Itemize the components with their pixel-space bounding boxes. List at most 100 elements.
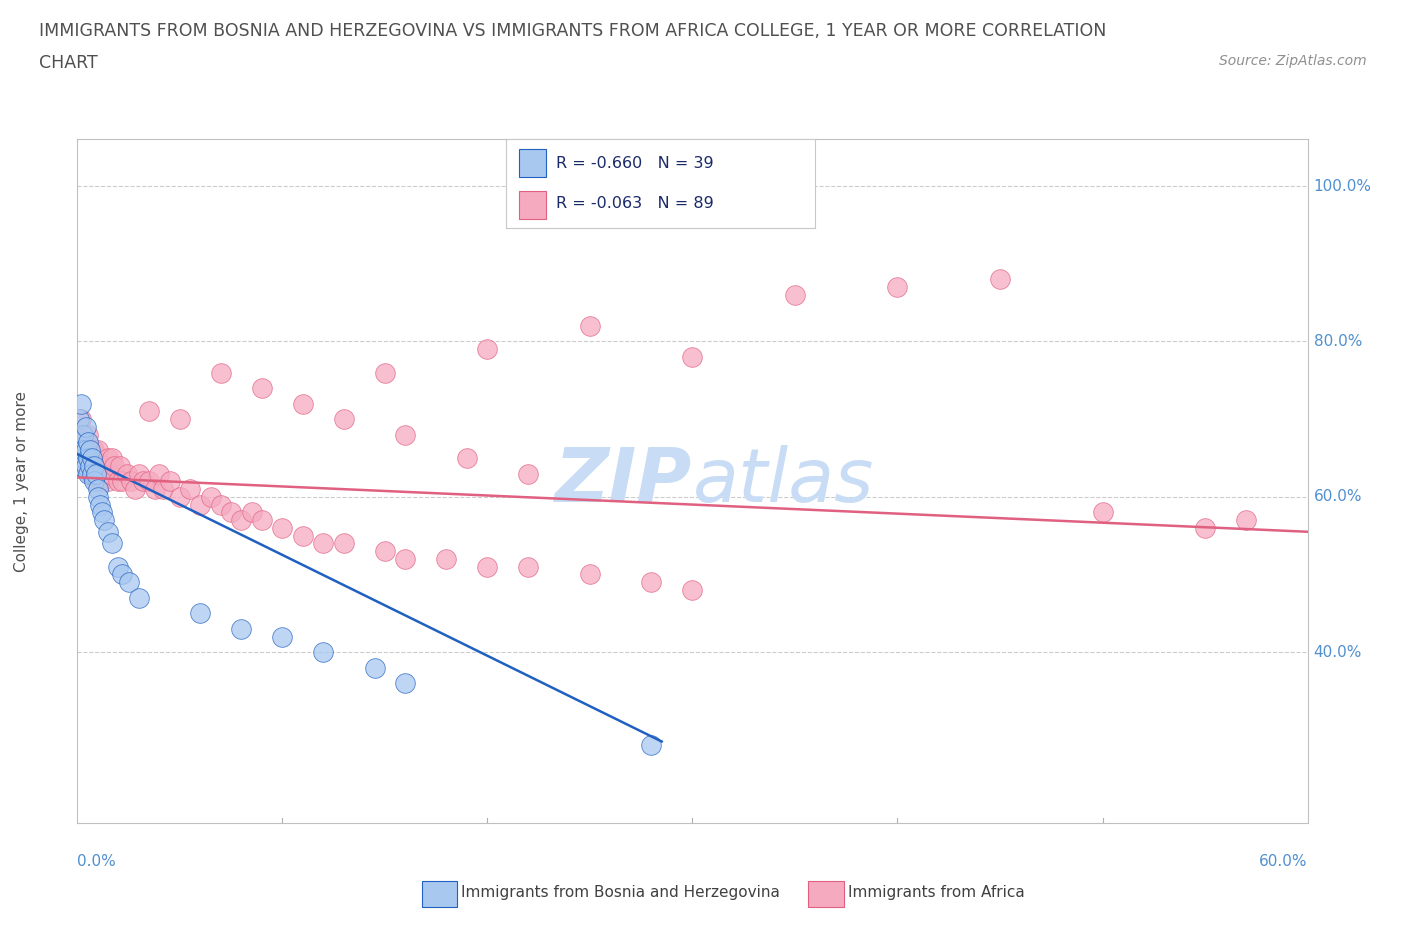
Point <box>682 582 704 597</box>
Point <box>93 512 115 527</box>
Point <box>76 458 98 473</box>
Text: atlas: atlas <box>693 445 875 517</box>
Text: ZIP: ZIP <box>555 445 693 518</box>
Point <box>209 365 232 380</box>
Text: 60.0%: 60.0% <box>1260 854 1308 869</box>
Point <box>1091 505 1114 520</box>
Point <box>76 466 98 481</box>
Point <box>79 443 101 458</box>
Point <box>70 396 93 411</box>
Point <box>188 498 212 512</box>
Point <box>682 350 704 365</box>
Point <box>83 443 105 458</box>
Point <box>231 621 253 636</box>
Bar <box>519 191 547 219</box>
Text: 80.0%: 80.0% <box>1313 334 1362 349</box>
Point <box>271 521 294 536</box>
Point <box>250 512 273 527</box>
Point <box>138 404 160 418</box>
Point <box>87 489 110 504</box>
Point <box>394 676 416 691</box>
Point <box>579 567 602 582</box>
Point <box>110 458 132 473</box>
Point <box>80 466 103 481</box>
Point <box>477 559 499 574</box>
Point <box>76 450 98 465</box>
Text: Source: ZipAtlas.com: Source: ZipAtlas.com <box>1219 54 1367 68</box>
Point <box>76 443 98 458</box>
Point <box>159 474 181 489</box>
Text: IMMIGRANTS FROM BOSNIA AND HERZEGOVINA VS IMMIGRANTS FROM AFRICA COLLEGE, 1 YEAR: IMMIGRANTS FROM BOSNIA AND HERZEGOVINA V… <box>39 22 1107 40</box>
Point <box>89 458 111 473</box>
Point <box>83 466 105 481</box>
Text: Immigrants from Bosnia and Herzegovina: Immigrants from Bosnia and Herzegovina <box>461 885 780 900</box>
Point <box>70 435 93 450</box>
Point <box>67 450 90 465</box>
Point <box>886 280 908 295</box>
Point <box>103 458 125 473</box>
Text: 100.0%: 100.0% <box>1313 179 1372 193</box>
Point <box>93 466 115 481</box>
Point <box>75 443 97 458</box>
Point <box>374 544 396 559</box>
Text: 60.0%: 60.0% <box>1313 489 1362 504</box>
Point <box>84 474 107 489</box>
Text: CHART: CHART <box>39 54 98 72</box>
Point <box>67 443 90 458</box>
Point <box>988 272 1011 286</box>
Point <box>67 427 90 442</box>
Bar <box>519 149 547 178</box>
Point <box>333 536 356 551</box>
Point <box>80 450 103 465</box>
Point <box>111 567 134 582</box>
Point <box>579 318 602 333</box>
Point <box>115 466 138 481</box>
Point <box>75 458 97 473</box>
Point <box>84 458 107 473</box>
Point <box>67 412 90 427</box>
Text: Immigrants from Africa: Immigrants from Africa <box>848 885 1025 900</box>
Point <box>75 458 97 473</box>
Point <box>477 342 499 357</box>
Point <box>128 466 150 481</box>
Point <box>83 458 105 473</box>
Point <box>152 482 174 497</box>
Text: College, 1 year or more: College, 1 year or more <box>14 391 30 572</box>
Text: 0.0%: 0.0% <box>77 854 117 869</box>
Point <box>219 505 242 520</box>
Point <box>107 474 129 489</box>
Point <box>179 482 201 497</box>
Point <box>87 443 110 458</box>
Point <box>1234 512 1257 527</box>
Point <box>517 559 540 574</box>
Point <box>143 482 166 497</box>
Point <box>75 435 97 450</box>
Point <box>70 458 93 473</box>
Point <box>98 466 121 481</box>
Point <box>70 458 93 473</box>
Point <box>363 660 385 675</box>
Point <box>87 482 110 497</box>
Point <box>374 365 396 380</box>
Point <box>90 458 114 473</box>
Point <box>291 396 314 411</box>
Point <box>138 474 160 489</box>
Point <box>517 466 540 481</box>
Point <box>79 443 101 458</box>
Point <box>80 450 103 465</box>
Point <box>89 498 111 512</box>
Point <box>76 435 98 450</box>
Point <box>1194 521 1216 536</box>
Point <box>72 458 94 473</box>
Point <box>783 287 806 302</box>
Point <box>97 525 120 539</box>
Point <box>271 630 294 644</box>
Point <box>250 380 273 395</box>
Point <box>84 466 107 481</box>
Point <box>640 737 662 752</box>
Point <box>72 450 94 465</box>
Point <box>97 450 120 465</box>
Point <box>456 450 478 465</box>
Point <box>101 536 124 551</box>
Point <box>72 443 94 458</box>
